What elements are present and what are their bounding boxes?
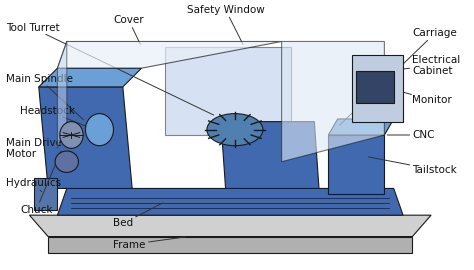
Text: Bed: Bed	[113, 203, 163, 228]
Text: Main Drive
Motor: Main Drive Motor	[6, 137, 64, 161]
Text: Chuck: Chuck	[20, 151, 61, 215]
Polygon shape	[57, 42, 67, 148]
Polygon shape	[39, 87, 132, 188]
Text: Hydraulics: Hydraulics	[6, 178, 61, 192]
Polygon shape	[57, 188, 403, 215]
Polygon shape	[39, 68, 142, 87]
Polygon shape	[221, 122, 319, 188]
Text: Electrical
Cabinet: Electrical Cabinet	[387, 55, 461, 76]
Ellipse shape	[55, 151, 79, 173]
Ellipse shape	[85, 114, 113, 146]
Polygon shape	[29, 215, 431, 237]
Text: CNC: CNC	[387, 130, 435, 140]
Text: Headstock: Headstock	[20, 106, 92, 129]
Polygon shape	[328, 135, 384, 194]
Text: Monitor: Monitor	[396, 90, 452, 105]
Text: Carriage: Carriage	[340, 28, 457, 125]
Text: Frame: Frame	[113, 237, 185, 249]
Text: Safety Window: Safety Window	[187, 5, 264, 44]
Polygon shape	[57, 42, 282, 68]
FancyBboxPatch shape	[356, 71, 394, 103]
Text: Cover: Cover	[113, 15, 144, 44]
Circle shape	[207, 114, 263, 146]
Polygon shape	[48, 237, 412, 252]
Ellipse shape	[60, 122, 83, 148]
Text: Main Spindle: Main Spindle	[6, 74, 83, 120]
FancyBboxPatch shape	[34, 178, 57, 210]
Text: Tailstock: Tailstock	[368, 157, 457, 175]
Polygon shape	[282, 42, 384, 162]
Polygon shape	[352, 55, 403, 122]
Text: Tool Turret: Tool Turret	[6, 23, 214, 115]
Polygon shape	[328, 119, 394, 135]
Polygon shape	[165, 47, 291, 135]
